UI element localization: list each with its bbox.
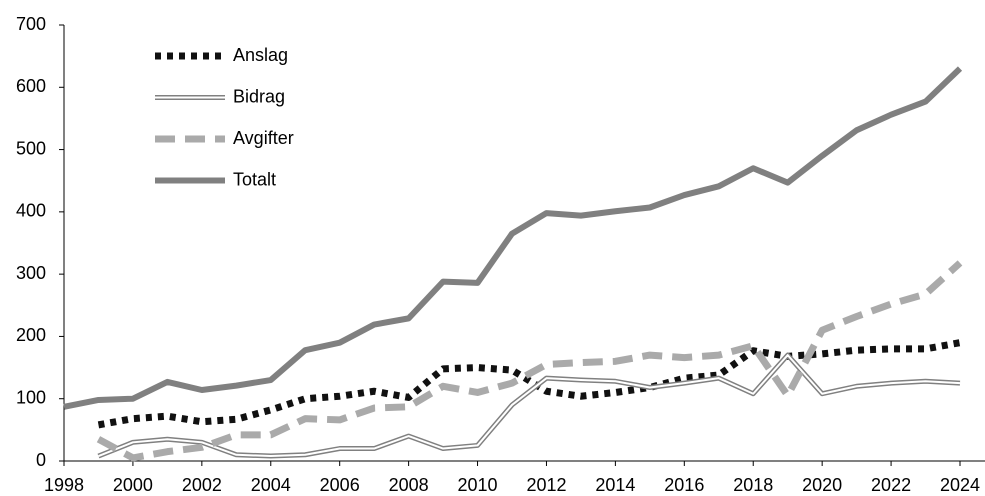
y-tick-label: 300 <box>16 263 46 283</box>
y-tick-label: 0 <box>36 450 46 470</box>
x-tick-label: 2000 <box>113 475 153 495</box>
y-tick-label: 500 <box>16 138 46 158</box>
x-tick-label: 2008 <box>389 475 429 495</box>
series-line <box>63 66 963 410</box>
y-tick-label: 100 <box>16 387 46 407</box>
legend-label: Avgifter <box>233 128 294 148</box>
y-tick-label: 200 <box>16 325 46 345</box>
series-line-inner <box>98 354 961 458</box>
x-tick-label: 2014 <box>595 475 635 495</box>
y-tick-label: 600 <box>16 76 46 96</box>
x-tick-label: 2020 <box>802 475 842 495</box>
x-tick-label: 2004 <box>251 475 291 495</box>
legend-label: Totalt <box>233 169 276 189</box>
x-tick-label: 1998 <box>44 475 84 495</box>
legend-label: Anslag <box>233 45 288 65</box>
y-tick-label: 400 <box>16 201 46 221</box>
x-tick-label: 2006 <box>320 475 360 495</box>
x-tick-label: 2002 <box>182 475 222 495</box>
series-line <box>96 260 963 462</box>
y-tick-label: 700 <box>16 14 46 34</box>
x-tick-label: 2024 <box>940 475 980 495</box>
x-tick-label: 2012 <box>526 475 566 495</box>
x-tick-label: 2010 <box>458 475 498 495</box>
legend-label: Bidrag <box>233 86 285 106</box>
series-line <box>97 339 961 429</box>
x-tick-label: 2018 <box>733 475 773 495</box>
x-tick-label: 2022 <box>871 475 911 495</box>
x-tick-label: 2016 <box>664 475 704 495</box>
